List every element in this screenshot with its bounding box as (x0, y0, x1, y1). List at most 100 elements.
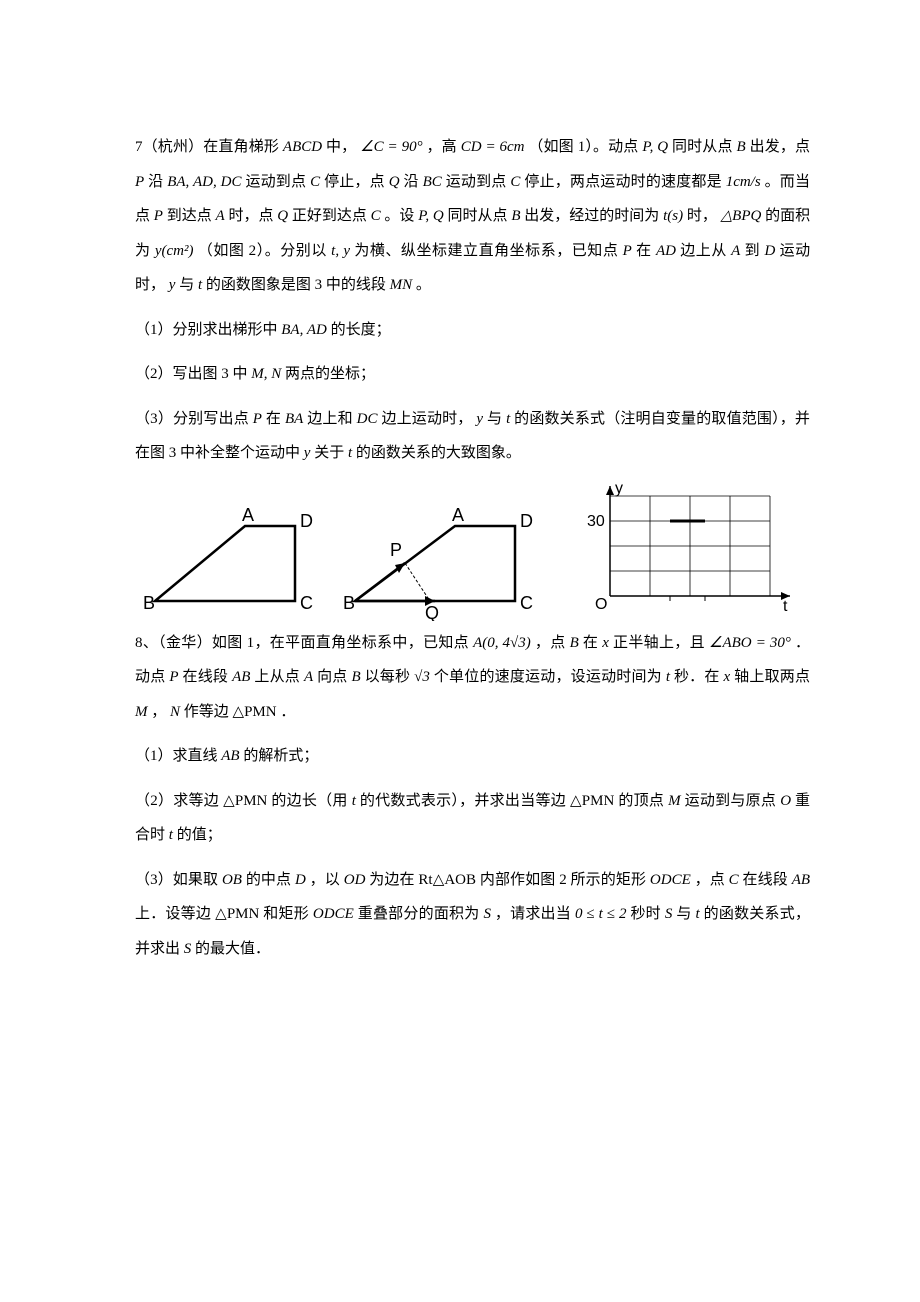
t: 个单位的速度运动，设运动时间为 (434, 669, 662, 685)
m-y: y (304, 445, 311, 461)
t: ． (280, 704, 295, 720)
t: 出发，经过的时间为 (524, 208, 659, 224)
t: ，高 (426, 139, 456, 155)
t: 轴上取两点 (734, 669, 810, 685)
m-S: S (665, 906, 673, 922)
t: 的值； (177, 827, 222, 843)
m-P: P (169, 669, 178, 685)
q7-sub1: （1）分别求出梯形中 BA, AD 的长度； (135, 313, 810, 348)
m-AD: AD (656, 243, 676, 259)
t: ，点 (695, 872, 725, 888)
m-OB: OB (222, 872, 242, 888)
t: 内部作如图 2 所示的矩形 (480, 872, 646, 888)
m-A: A (216, 208, 225, 224)
m-baaddc: BA, AD, DC (167, 174, 241, 190)
q7-paragraph: 7（杭州）在直角梯形 ABCD 中， ∠C = 90° ，高 CD = 6cm … (135, 130, 810, 303)
t: 到 (745, 243, 761, 259)
t: 在线段 (183, 669, 229, 685)
t: 为边在 (369, 872, 414, 888)
m-BPQ: △BPQ (721, 208, 762, 224)
t: 8、（金华）如图 1，在平面直角坐标系中，已知点 (135, 635, 469, 651)
m-x: x (602, 635, 609, 651)
t: ，请求出当 (495, 906, 571, 922)
t: 沿 (148, 174, 163, 190)
q8-sub3: （3）如果取 OB 的中点 D ，以 OD 为边在 Rt△AOB 内部作如图 2… (135, 863, 810, 967)
t: 关于 (314, 445, 344, 461)
l-y: y (615, 481, 623, 497)
t: 两点的坐标； (285, 366, 375, 382)
t: 的中点 (246, 872, 291, 888)
t: 的解析式； (243, 748, 318, 764)
t: （1）分别求出梯形中 (135, 322, 278, 338)
m-B: B (511, 208, 520, 224)
m-DC: DC (357, 411, 378, 427)
m-P: P (154, 208, 163, 224)
m-M: M (668, 793, 681, 809)
t: 停止，点 (324, 174, 385, 190)
t: 。设 (384, 208, 414, 224)
m-BA: BA (285, 411, 303, 427)
t: 的函数图象是图 3 中的线段 (206, 277, 386, 293)
t: 的代数式表示），并求出当等边 (360, 793, 566, 809)
m-A: A (731, 243, 740, 259)
t: 向点 (317, 669, 347, 685)
t: （3）分别写出点 (135, 411, 249, 427)
m-C: C (510, 174, 520, 190)
l-B: B (343, 593, 355, 613)
q7-sub2: （2）写出图 3 中 M, N 两点的坐标； (135, 357, 810, 392)
t: 正半轴上，且 (613, 635, 705, 651)
t: 在 (583, 635, 598, 651)
t: 边上从 (680, 243, 727, 259)
m-C: C (310, 174, 320, 190)
m-PMN: △PMN (223, 793, 267, 809)
m-ABO30: ∠ABO = 30° (709, 635, 791, 651)
m-Bx: B (570, 635, 579, 651)
document-page: 7（杭州）在直角梯形 ABCD 中， ∠C = 90° ，高 CD = 6cm … (0, 0, 920, 1056)
m-y: y (169, 277, 176, 293)
t: 同时从点 (448, 208, 508, 224)
m-ODCE: ODCE (650, 872, 691, 888)
q7-prefix: 7（杭州）在直角梯形 (135, 139, 279, 155)
m-S: S (483, 906, 491, 922)
m-PMN: △PMN (570, 793, 614, 809)
m-RtAOB: Rt△AOB (418, 872, 476, 888)
m-t: t (348, 445, 352, 461)
l-D: D (520, 511, 533, 531)
t: 在 (636, 243, 652, 259)
l-C: C (520, 593, 533, 613)
label-A: A (242, 505, 254, 525)
q7-sub3: （3）分别写出点 P 在 BA 边上和 DC 边上运动时， y 与 t 的函数关… (135, 402, 810, 471)
t: 。 (416, 277, 431, 293)
m-t: t (696, 906, 700, 922)
l-A: A (452, 505, 464, 525)
l-30: 30 (587, 513, 605, 530)
m-t: t (169, 827, 173, 843)
m-PMN: △PMN (215, 906, 259, 922)
m-M: M (135, 704, 148, 720)
t: 运动到点 (446, 174, 507, 190)
t: 到达点 (167, 208, 212, 224)
t: （3）如果取 (135, 872, 218, 888)
t: 时，点 (228, 208, 273, 224)
t: 的顶点 (618, 793, 664, 809)
m-PQ: P, Q (418, 208, 444, 224)
t: 正好到达点 (292, 208, 367, 224)
m-AB: AB (792, 872, 810, 888)
m-OD: OD (344, 872, 366, 888)
t: 的边长（用 (271, 793, 347, 809)
q8-sub2: （2）求等边 △PMN 的边长（用 t 的代数式表示），并求出当等边 △PMN … (135, 784, 810, 853)
m-N: N (170, 704, 180, 720)
l-Q: Q (425, 603, 439, 621)
t: 边上运动时， (381, 411, 472, 427)
figure-1: A D B C (135, 501, 325, 621)
m-A043: A(0, 4√3) (473, 635, 531, 651)
m-MN: MN (390, 277, 413, 293)
t: 秒．在 (674, 669, 720, 685)
t: 时， (687, 208, 717, 224)
t: （如图 1）。动点 (528, 139, 638, 155)
t: 停止，两点运动时的速度都是 (524, 174, 721, 190)
t: 出发，点 (750, 139, 810, 155)
t: ， (151, 704, 166, 720)
m-Q: Q (277, 208, 288, 224)
m-x: x (724, 669, 731, 685)
